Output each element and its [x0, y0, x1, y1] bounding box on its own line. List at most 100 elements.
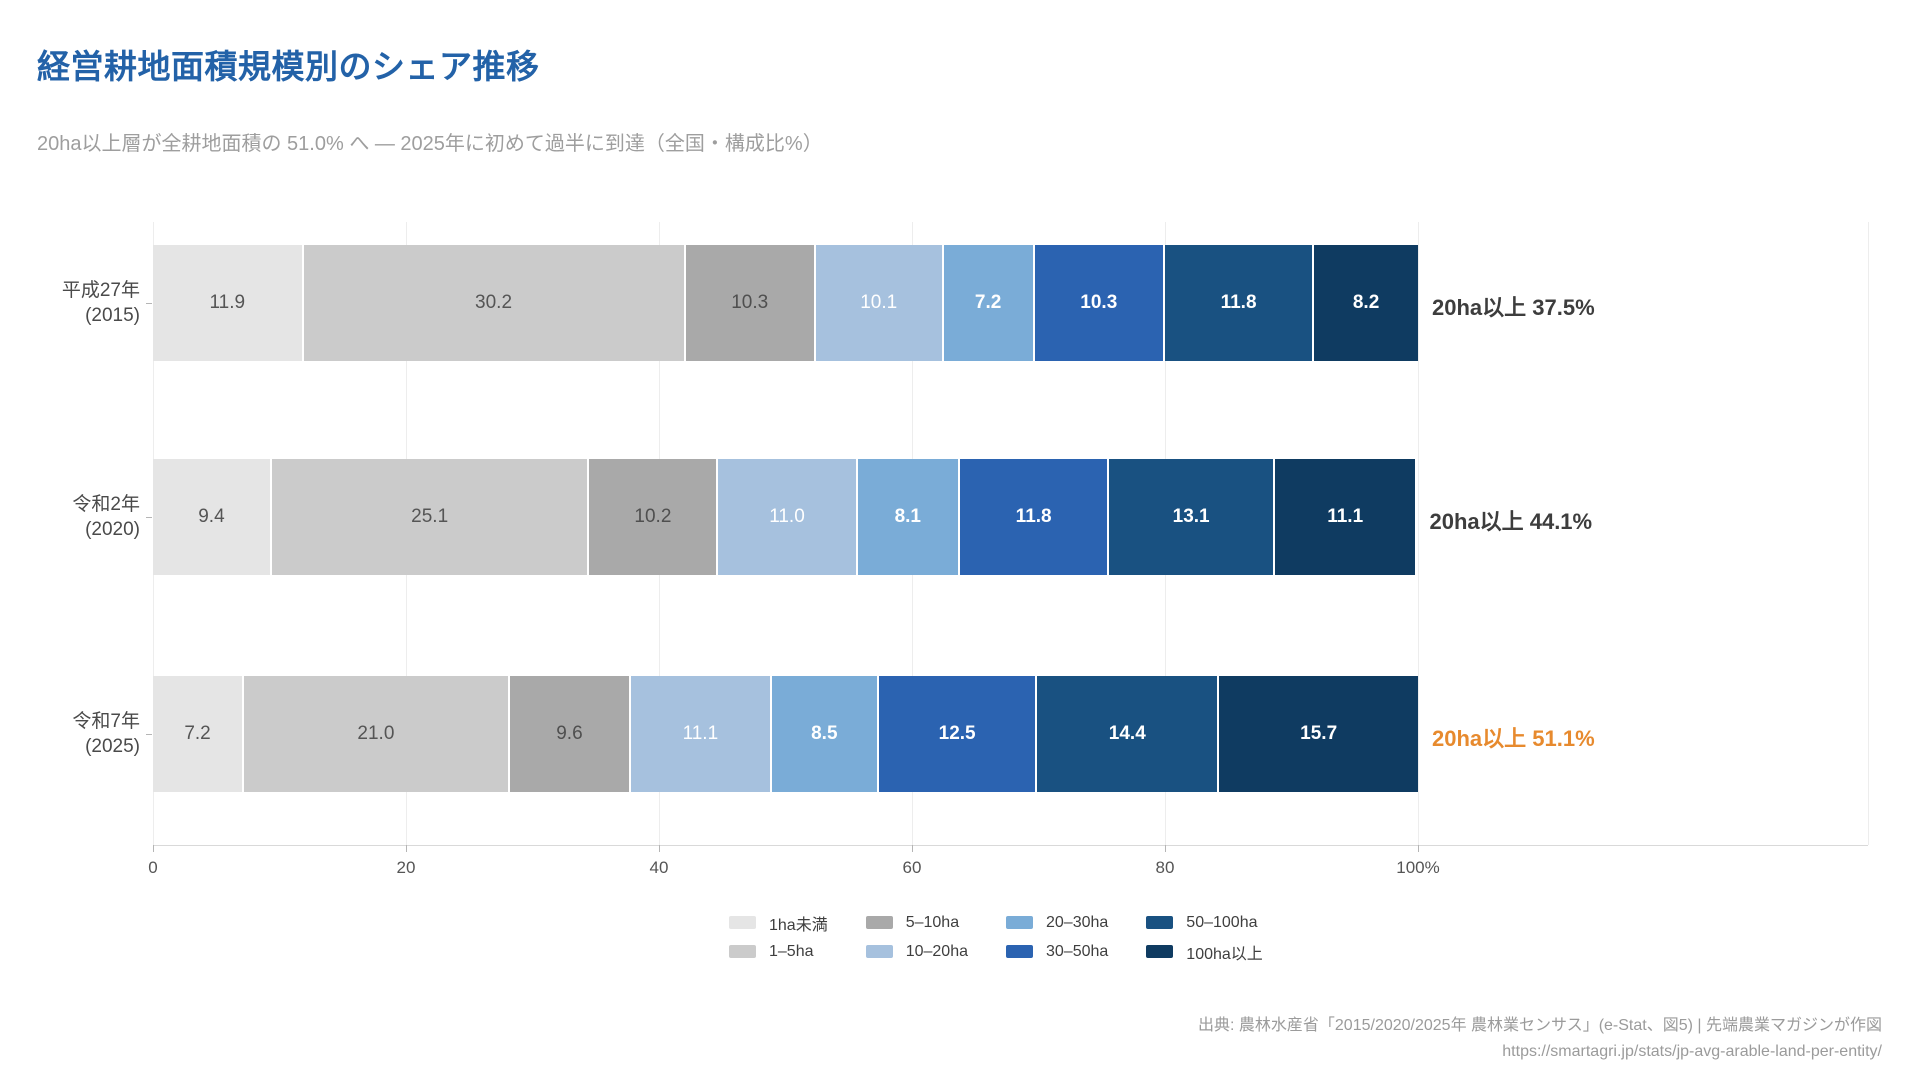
segment-value-label: 11.8: [1220, 292, 1257, 313]
x-axis-tick: [659, 845, 660, 852]
segment-value-label: 10.3: [731, 292, 769, 313]
y-axis-tick: [146, 734, 152, 735]
segment-value-label: 8.2: [1352, 292, 1380, 313]
bar-segment: 9.4: [153, 459, 272, 575]
legend-swatch: [729, 916, 756, 929]
x-axis-tick: [153, 845, 154, 852]
bar-segment: 15.7: [1219, 676, 1418, 792]
bar-segment: 10.3: [1034, 245, 1165, 361]
bar-segment: 8.1: [857, 459, 961, 575]
bar-annotation: 20ha以上 51.1%: [1432, 726, 1595, 751]
segment-value-label: 11.0: [769, 506, 805, 527]
legend-item: 10–20ha: [865, 941, 968, 962]
segment-value-label: 8.5: [811, 723, 838, 744]
legend-item: 30–50ha: [1006, 941, 1108, 962]
legend-item: 100ha以上: [1146, 941, 1263, 963]
bar-segment: 25.1: [271, 459, 590, 575]
bar-segment: 12.5: [879, 676, 1038, 792]
bar-segment: 11.8: [960, 459, 1110, 575]
bar-segment: 8.2: [1314, 245, 1418, 361]
segment-value-label: 25.1: [411, 506, 449, 527]
segment-value-label: 11.1: [682, 723, 719, 744]
segment-value-label: 10.3: [1080, 292, 1118, 313]
legend-swatch: [1146, 945, 1174, 958]
bar-segment: 11.1: [1274, 459, 1416, 575]
legend-swatch: [1006, 945, 1033, 958]
bar-row: 7.2 21.0 9.6 11.1 8.5 12.5 14.4 15.7: [153, 676, 1418, 792]
page-title: 経営耕地面積規模別のシェア推移: [37, 48, 540, 85]
bar-segment: 8.5: [771, 676, 880, 792]
legend-label: 50–100ha: [1186, 913, 1258, 931]
chart-subtitle: 20ha以上層が全耕地面積の 51.0% へ — 2025年に初めて過半に到達（…: [37, 133, 823, 155]
segment-value-label: 21.0: [357, 723, 395, 744]
legend-item: 1ha未満: [729, 912, 828, 934]
segment-value-label: 14.4: [1108, 723, 1146, 744]
bar-segment: 14.4: [1037, 676, 1220, 792]
segment-value-label: 11.8: [1015, 506, 1052, 527]
bar-segment: 11.9: [153, 245, 304, 361]
segment-value-label: 7.2: [974, 292, 1002, 313]
bar-annotation: 20ha以上 37.5%: [1432, 295, 1595, 320]
x-tick-label: 20: [396, 858, 416, 877]
segment-value-label: 10.1: [860, 292, 898, 313]
row-label: 令和2年 (2020): [20, 492, 140, 542]
segment-value-label: 30.2: [475, 292, 513, 313]
row-label: 令和7年 (2025): [20, 709, 140, 759]
row-label-year: (2025): [85, 736, 140, 757]
segment-value-label: 10.2: [634, 506, 672, 527]
legend: 1ha未満 1–5ha 5–10ha 10–20ha 20–30ha 30–50ha 50–…: [729, 912, 1263, 963]
source-attribution: 出典: 農林水産省「2015/2020/2025年 農林業センサス」(e-Sta…: [1198, 1013, 1882, 1065]
x-axis-tick: [406, 845, 407, 852]
gridline: [1418, 222, 1419, 845]
x-tick-label: 100%: [1396, 858, 1440, 877]
bar-segment: 11.0: [718, 459, 858, 575]
source-url: https://smartagri.jp/stats/jp-avg-arable…: [1502, 1043, 1882, 1060]
row-label-year: (2020): [85, 519, 140, 540]
legend-item: 1–5ha: [729, 941, 828, 962]
legend-swatch: [865, 945, 893, 958]
bar-segment: 7.2: [153, 676, 245, 792]
bar-segment: 10.3: [685, 245, 816, 361]
legend-label: 5–10ha: [905, 913, 960, 931]
x-axis-tick: [1418, 845, 1419, 852]
source-text: 出典: 農林水産省「2015/2020/2025年 農林業センサス」(e-Sta…: [1198, 1017, 1882, 1034]
legend-label: 1–5ha: [769, 942, 814, 960]
x-tick-label: 60: [902, 858, 922, 877]
bar-segment: 30.2: [303, 245, 686, 361]
y-axis-tick: [146, 303, 152, 304]
plot-right-border: [1868, 222, 1869, 845]
bar-segment: 10.2: [589, 459, 719, 575]
legend-label: 100ha以上: [1186, 945, 1263, 963]
x-axis-line: [153, 845, 1868, 846]
legend-label: 10–20ha: [905, 942, 968, 960]
legend-swatch: [729, 945, 756, 958]
bar-segment: 10.1: [815, 245, 944, 361]
x-tick-label: 40: [649, 858, 669, 877]
legend-item: 50–100ha: [1146, 912, 1263, 933]
segment-value-label: 11.1: [1327, 506, 1364, 527]
segment-value-label: 12.5: [938, 723, 976, 744]
row-label: 平成27年 (2015): [20, 278, 140, 328]
bar-segment: 21.0: [244, 676, 510, 792]
x-axis-tick: [1165, 845, 1166, 852]
bar-segment: 11.8: [1164, 245, 1315, 361]
legend-swatch: [865, 916, 893, 929]
legend-item: 20–30ha: [1006, 912, 1108, 933]
row-label-era: 令和2年: [72, 494, 140, 515]
legend-label: 30–50ha: [1046, 942, 1109, 960]
segment-value-label: 13.1: [1172, 506, 1210, 527]
bar-segment: 7.2: [943, 245, 1035, 361]
bar-segment: 13.1: [1109, 459, 1275, 575]
bar-segment: 11.1: [631, 676, 772, 792]
segment-value-label: 11.9: [209, 292, 246, 313]
bar-row: 11.9 30.2 10.3 10.1 7.2 10.3 11.8 8.2: [153, 245, 1418, 361]
x-axis-tick: [912, 845, 913, 852]
x-tick-label: 80: [1155, 858, 1175, 877]
bar-annotation: 20ha以上 44.1%: [1429, 509, 1593, 534]
bar-row: 9.4 25.1 10.2 11.0 8.1 11.8 13.1 11.1: [153, 459, 1416, 575]
x-tick-label: 0: [148, 858, 158, 877]
y-axis-tick: [146, 517, 152, 518]
legend-swatch: [1006, 916, 1033, 929]
